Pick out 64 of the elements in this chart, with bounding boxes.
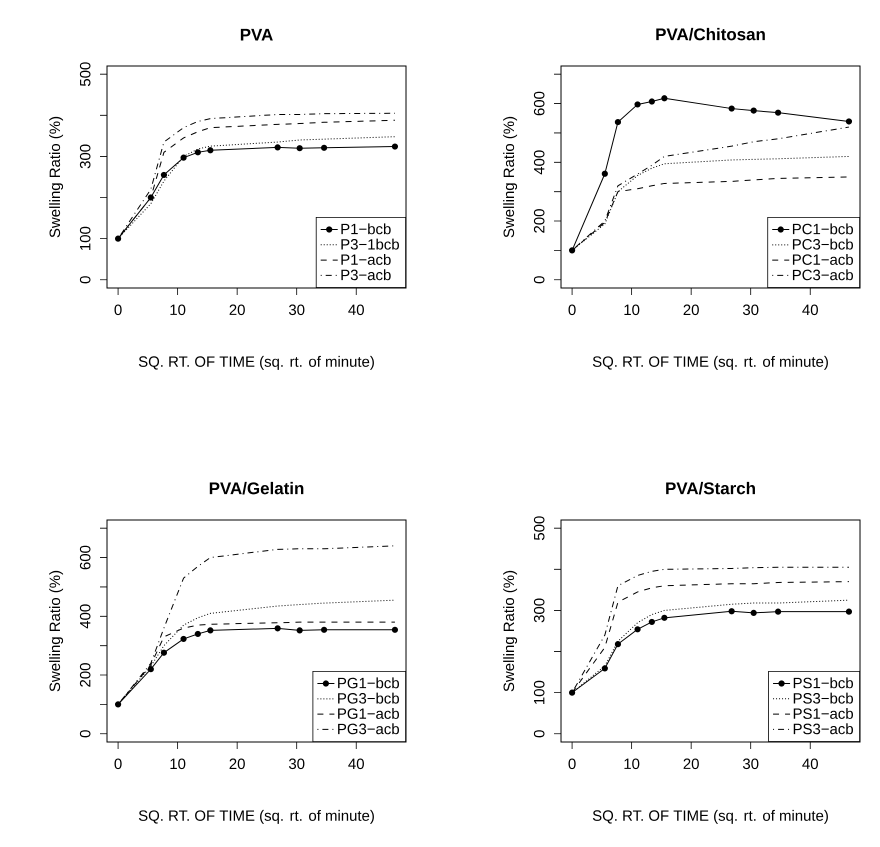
legend-label: PS3−bcb [794,692,853,704]
x-tick-label: 0 [568,758,576,770]
x-tick-label: 20 [230,758,245,770]
chart-title: PVA/Chitosan [656,28,765,40]
x-axis-title: SQ. RT. OF TIME (sq. rt. of minute) [138,810,374,824]
y-tick-label: 100 [80,226,90,250]
legend-label: PG1−bcb [338,677,399,688]
x-tick-label: 0 [114,304,122,316]
x-tick-label: 30 [288,758,304,770]
y-tick-label: 200 [534,209,544,233]
legend-label: P1−bcb [341,223,391,234]
y-tick-label: 0 [534,276,544,284]
y-tick-label: 300 [534,598,544,622]
x-tick-label: 30 [288,304,304,316]
y-axis-title: Swelling Ratio (%) [503,570,518,692]
y-tick-label: 300 [80,144,90,168]
x-tick-label: 20 [684,304,699,316]
y-tick-label: 200 [80,663,90,687]
x-tick-label: 0 [568,304,576,316]
y-tick-label: 600 [80,546,90,570]
x-axis-title: SQ. RT. OF TIME (sq. rt. of minute) [592,810,828,824]
x-tick-label: 30 [742,758,758,770]
x-tick-label: 40 [802,304,818,316]
y-tick-label: 0 [80,730,90,738]
y-axis-title: Swelling Ratio (%) [49,116,64,238]
x-tick-label: 10 [170,758,186,770]
legend-label: PS1−acb [794,708,853,719]
x-axis-title: SQ. RT. OF TIME (sq. rt. of minute) [138,356,374,370]
legend-label: PG1−acb [338,708,399,719]
legend-label: P3−1bcb [341,238,399,250]
legend-label: PC3−bcb [792,238,853,250]
legend-label: PG3−bcb [338,692,399,704]
legend-label: P3−acb [341,269,391,280]
x-tick-label: 10 [624,304,640,316]
chart-title: PVA/Gelatin [210,482,304,494]
x-tick-label: 10 [170,304,186,316]
x-axis-title: SQ. RT. OF TIME (sq. rt. of minute) [592,356,828,370]
legend-label: P1−acb [341,254,391,265]
y-tick-label: 600 [534,92,544,116]
chart-title: PVA [240,28,273,40]
x-tick-label: 10 [624,758,640,770]
y-tick-label: 500 [534,516,544,540]
x-tick-label: 0 [114,758,122,770]
y-tick-label: 400 [534,150,544,174]
chart-title: PVA/Starch [666,482,755,494]
y-tick-label: 0 [80,276,90,284]
y-axis-title: Swelling Ratio (%) [49,570,64,692]
y-tick-label: 0 [534,730,544,738]
legend-label: PC1−acb [792,254,853,265]
legend-label: PG3−acb [338,723,399,734]
legend-label: PS1−bcb [794,677,853,688]
legend-label: PC3−acb [792,269,853,280]
y-tick-label: 100 [534,680,544,704]
x-tick-label: 30 [742,304,758,316]
legend-label: PS3−acb [794,723,853,734]
x-tick-label: 20 [230,304,245,316]
y-axis-title: Swelling Ratio (%) [503,116,518,238]
legend-label: PC1−bcb [792,223,853,234]
x-tick-label: 40 [802,758,818,770]
x-tick-label: 40 [348,304,364,316]
x-tick-label: 20 [684,758,699,770]
y-tick-label: 500 [80,62,90,86]
y-tick-label: 400 [80,604,90,628]
x-tick-label: 40 [348,758,364,770]
